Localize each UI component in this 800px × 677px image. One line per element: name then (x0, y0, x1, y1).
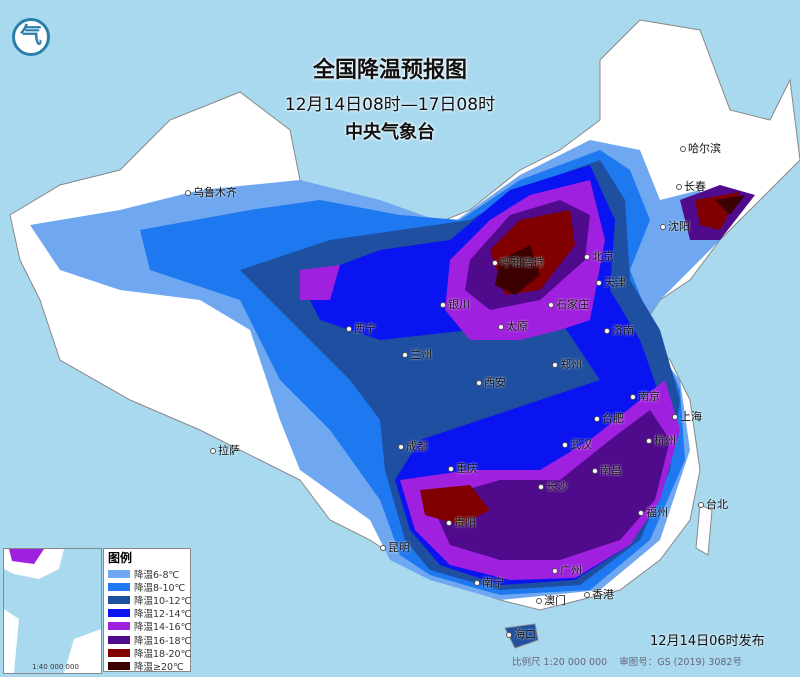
city-label: 福州 (638, 506, 668, 519)
city-label: 西宁 (346, 322, 376, 335)
city-label: 济南 (604, 324, 634, 337)
cma-logo: 气 (12, 18, 50, 56)
city-label: 杭州 (646, 434, 676, 447)
legend-item: 降温10-12℃ (108, 593, 191, 607)
legend-item: 降温12-14℃ (108, 607, 191, 620)
city-label: 海口 (506, 628, 536, 641)
legend-swatch (108, 609, 130, 618)
taiwan-island (695, 504, 713, 556)
legend-label: 降温16-18℃ (134, 635, 192, 647)
legend-label: 降温≥20℃ (134, 661, 184, 673)
map-scale: 比例尺 1:20 000 000 (512, 657, 608, 668)
city-label: 拉萨 (210, 444, 240, 457)
legend-label: 降温8-10℃ (134, 582, 186, 594)
legend-swatch (108, 635, 130, 644)
city-label: 北京 (584, 250, 614, 263)
legend-swatch (108, 661, 130, 670)
map-approval-number: 审图号：GS (2019) 3082号 (619, 657, 742, 668)
city-label: 呼和浩特 (492, 256, 544, 269)
city-label: 西安 (476, 376, 506, 389)
city-label: 成都 (398, 440, 428, 453)
agency-name: 中央气象台 (345, 122, 435, 143)
legend-item: 降温16-18℃ (108, 633, 191, 647)
city-label: 台北 (698, 498, 728, 511)
city-label: 太原 (498, 320, 528, 333)
city-label: 郑州 (552, 358, 582, 371)
city-label: 澳门 (536, 594, 566, 607)
city-label: 石家庄 (548, 298, 589, 311)
city-label: 广州 (552, 564, 582, 577)
legend-label: 降温6-8℃ (134, 569, 180, 581)
city-label: 南京 (630, 390, 660, 403)
city-label: 南宁 (474, 576, 504, 589)
legend-item: 降温8-10℃ (108, 580, 186, 594)
city-label: 南昌 (592, 464, 622, 477)
legend-label: 降温18-20℃ (134, 648, 192, 660)
city-label: 长春 (676, 180, 706, 193)
inset-scale: 1:40 000 000 (32, 663, 79, 671)
legend-swatch (108, 569, 130, 578)
legend-item: 降温≥20℃ (108, 659, 186, 673)
city-label: 银川 (440, 298, 470, 311)
forecast-period: 12月14日08时—17日08时 (284, 95, 496, 115)
legend-title: 图例 (108, 551, 133, 565)
city-label: 贵阳 (446, 516, 476, 529)
legend-swatch (108, 595, 130, 604)
legend-swatch (108, 622, 130, 631)
scale-and-map-number: 比例尺 1:20 000 000 审图号：GS (2019) 3082号 (512, 654, 742, 668)
inset-map (4, 549, 101, 673)
city-label: 武汉 (562, 438, 592, 451)
map-title: 全国降温预报图 (312, 58, 467, 83)
legend-swatch (108, 582, 130, 591)
south-china-sea-inset: 1:40 000 000 (3, 548, 102, 674)
city-label: 长沙 (538, 480, 568, 493)
legend-label: 降温10-12℃ (134, 595, 192, 607)
city-label: 天津 (596, 276, 626, 289)
legend-item: 降温18-20℃ (108, 646, 191, 660)
city-label: 合肥 (594, 412, 624, 425)
issue-time: 12月14日06时发布 (650, 634, 765, 649)
legend-label: 降温12-14℃ (134, 609, 192, 621)
legend: 图例 降温6-8℃ 降温8-10℃ 降温10-12℃ 降温12-14℃ 降温14-16℃… (103, 548, 191, 673)
city-label: 沈阳 (660, 220, 690, 233)
city-label: 重庆 (448, 462, 478, 475)
legend-swatch (108, 648, 130, 657)
legend-item: 降温6-8℃ (108, 567, 186, 581)
zone-over-20 (495, 195, 745, 295)
city-label: 兰州 (402, 348, 432, 361)
legend-label: 降温14-16℃ (134, 622, 192, 634)
city-label: 上海 (672, 410, 702, 423)
city-label: 乌鲁木齐 (185, 186, 237, 199)
city-label: 昆明 (380, 541, 410, 554)
legend-item: 降温14-16℃ (108, 620, 191, 633)
city-label: 香港 (584, 588, 614, 601)
city-label: 哈尔滨 (680, 142, 721, 155)
